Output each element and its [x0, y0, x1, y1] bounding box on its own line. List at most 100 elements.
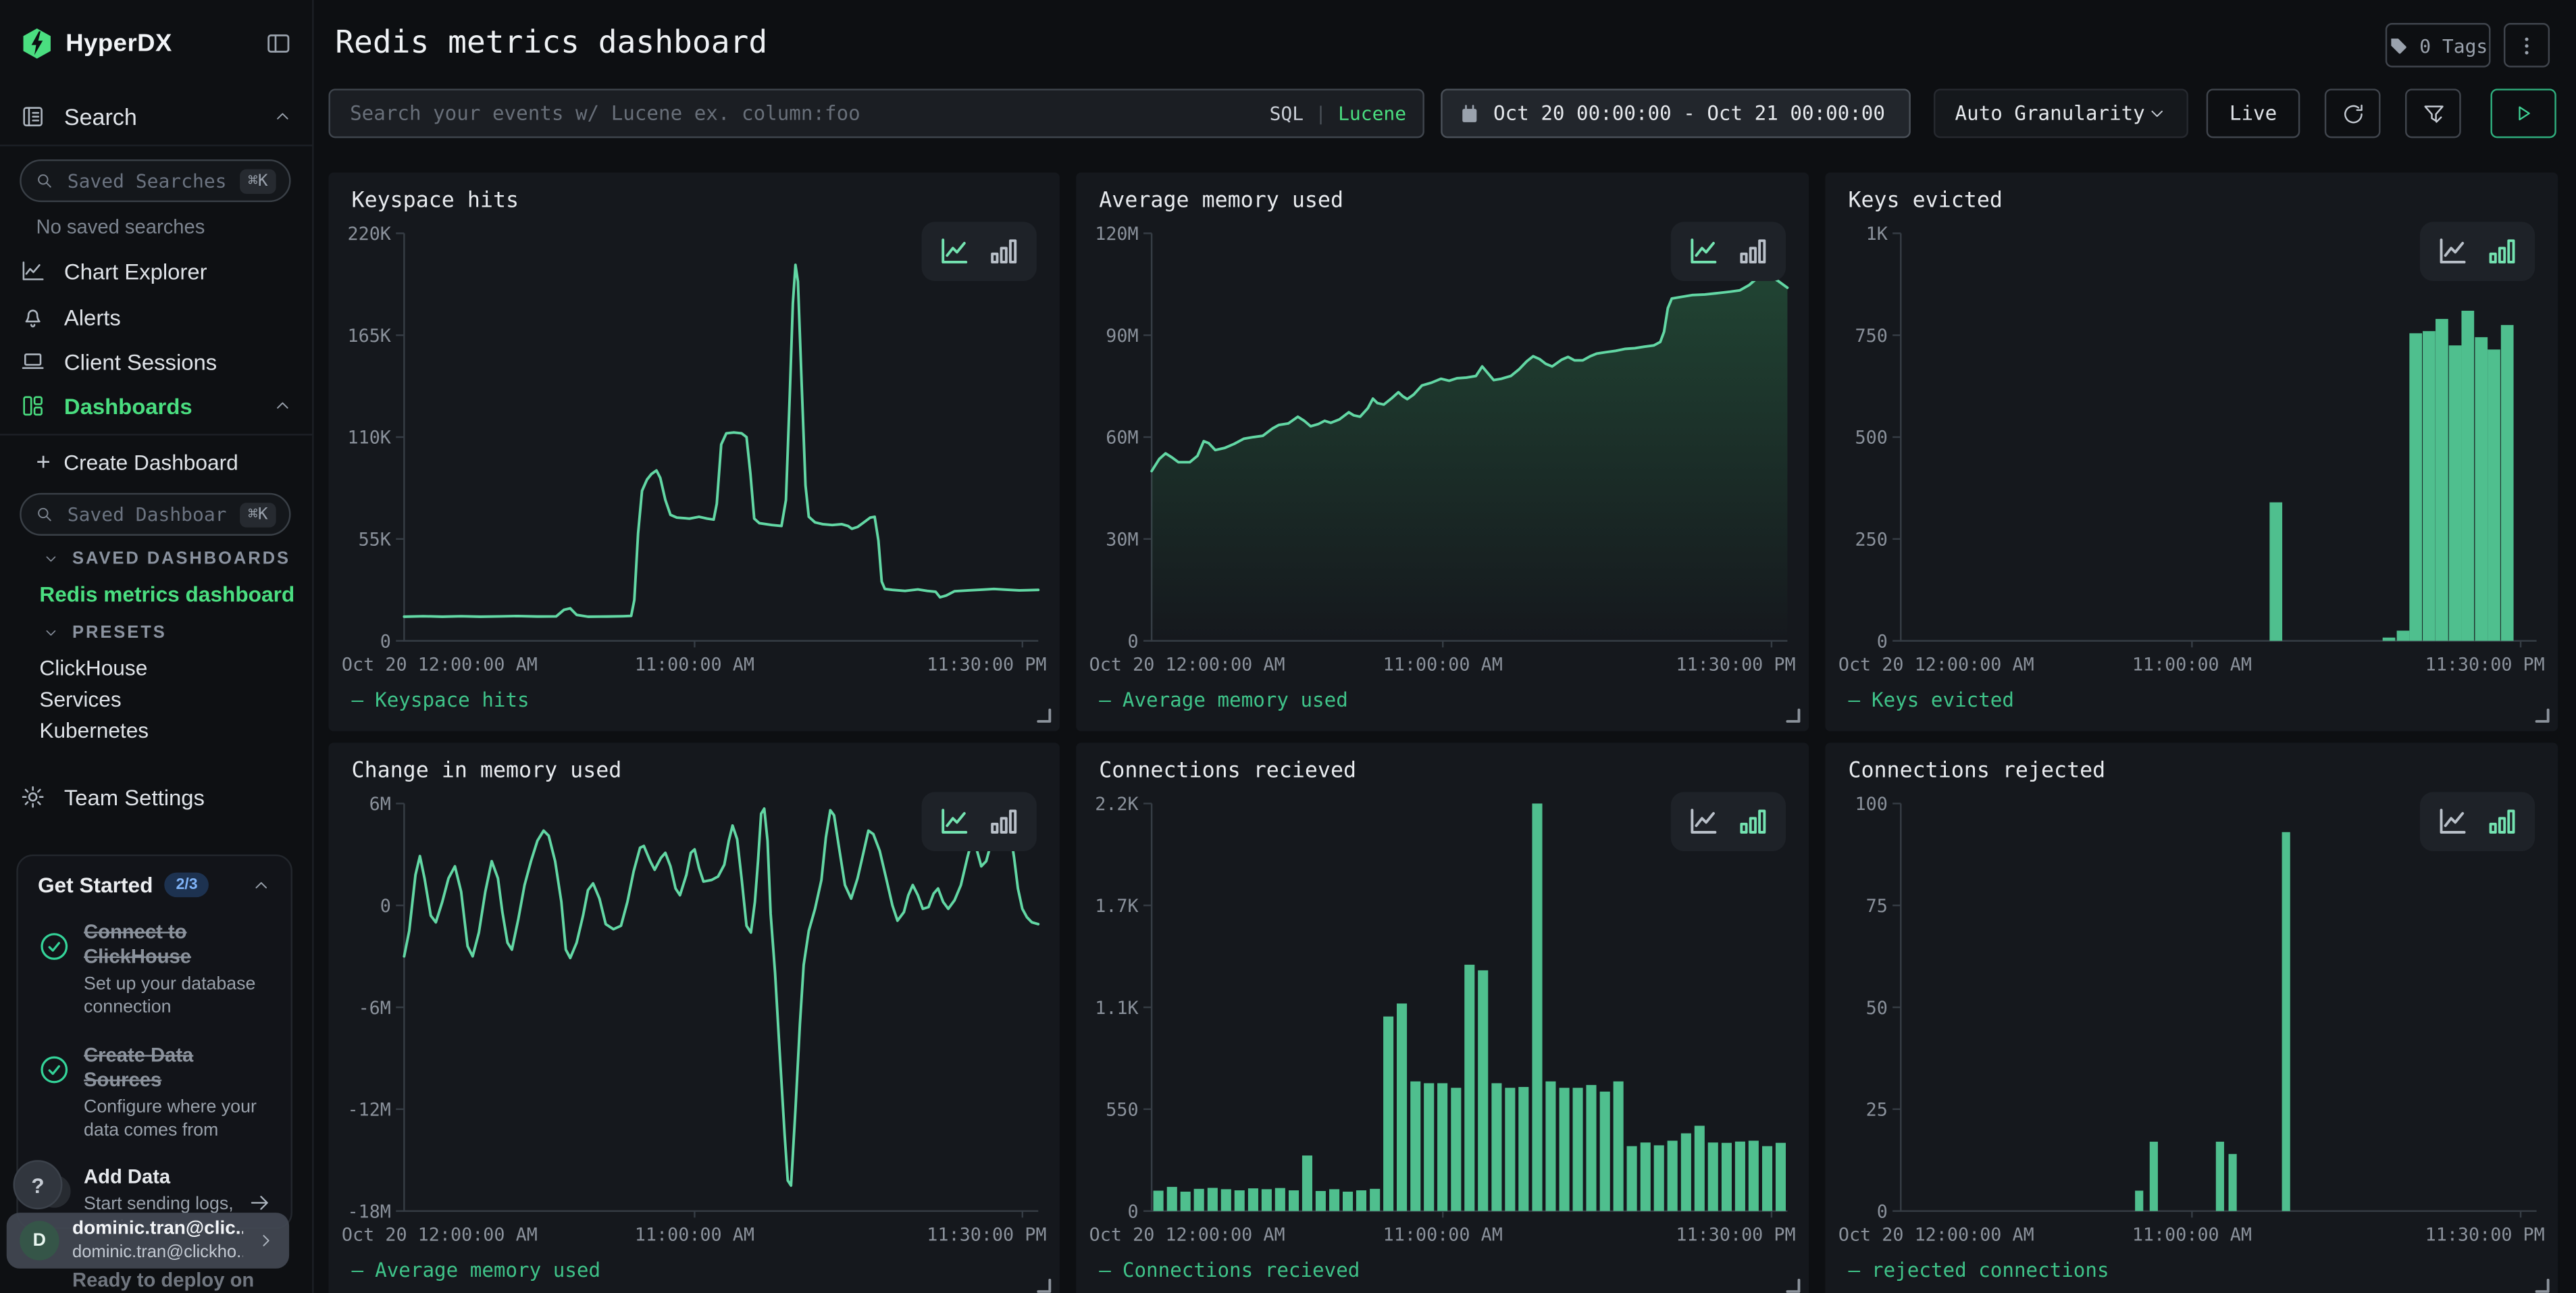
dashboard-menu-button[interactable]: [2504, 23, 2550, 68]
saved-searches-field[interactable]: [64, 168, 230, 194]
section-label: SAVED DASHBOARDS: [72, 549, 290, 568]
line-chart-icon[interactable]: [1689, 236, 1718, 266]
app-window: HyperDX Search ⌘K No saved searches: [0, 0, 2576, 1293]
line-chart-icon[interactable]: [939, 236, 969, 266]
chevron-down-icon: [2147, 103, 2167, 123]
panel-change-in-memory: Change in memory used 6M0-6M-12M-18MOct …: [328, 742, 1059, 1293]
help-button[interactable]: ?: [13, 1160, 62, 1209]
sidebar-item-redis-dashboard[interactable]: Redis metrics dashboard: [39, 582, 294, 606]
create-dashboard-label: Create Dashboard: [63, 449, 238, 474]
svg-text:Oct 20 12:00:00 AM: Oct 20 12:00:00 AM: [1838, 1224, 2034, 1245]
create-dashboard-button[interactable]: + Create Dashboard: [0, 440, 312, 483]
bar-chart-icon[interactable]: [1738, 236, 1768, 266]
time-range-picker[interactable]: Oct 20 00:00:00 - Oct 21 00:00:00: [1441, 88, 1911, 138]
legend-dash: —: [1099, 1259, 1111, 1282]
chart-plot[interactable]: 02505007501KOct 20 12:00:00 AM11:00:00 A…: [1835, 219, 2548, 682]
granularity-select[interactable]: Auto Granularity: [1934, 88, 2188, 138]
sidebar-item-chart-explorer[interactable]: Chart Explorer: [0, 250, 312, 293]
chevron-up-icon[interactable]: [251, 875, 271, 894]
panel-keyspace-hits: Keyspace hits 055K110K165K220KOct 20 12:…: [328, 172, 1059, 731]
bar-chart-icon[interactable]: [989, 807, 1019, 836]
chart-plot[interactable]: 030M60M90M120MOct 20 12:00:00 AM11:00:00…: [1086, 219, 1799, 682]
chart-plot[interactable]: 6M0-6M-12M-18MOct 20 12:00:00 AM11:00:00…: [338, 789, 1050, 1252]
chart-plot[interactable]: 05501.1K1.7K2.2KOct 20 12:00:00 AM11:00:…: [1086, 789, 1799, 1252]
chevron-up-icon[interactable]: [273, 396, 292, 415]
sidebar-item-client-sessions[interactable]: Client Sessions: [0, 340, 312, 383]
sidebar-item-dashboards[interactable]: Dashboards: [0, 384, 312, 427]
resize-handle[interactable]: [1786, 1278, 1801, 1293]
user-menu[interactable]: D dominic.tran@clic... dominic.tran@clic…: [7, 1213, 289, 1269]
chart-plot[interactable]: 055K110K165K220KOct 20 12:00:00 AM11:00:…: [338, 219, 1050, 682]
get-started-header[interactable]: Get Started 2/3: [38, 873, 271, 897]
resize-handle[interactable]: [1037, 708, 1052, 723]
presets-section-header[interactable]: PRESETS: [43, 623, 166, 642]
svg-text:Oct 20 12:00:00 AM: Oct 20 12:00:00 AM: [1089, 654, 1285, 675]
svg-text:11:30:00 PM: 11:30:00 PM: [1676, 654, 1795, 675]
bar-chart-icon[interactable]: [2488, 236, 2517, 266]
svg-text:-12M: -12M: [347, 1100, 390, 1121]
tags-button[interactable]: 0 Tags: [2386, 23, 2491, 68]
svg-text:11:30:00 PM: 11:30:00 PM: [927, 1224, 1046, 1245]
live-button[interactable]: Live: [2207, 88, 2300, 138]
sidebar-item-preset-kubernetes[interactable]: Kubernetes: [39, 718, 149, 742]
svg-text:11:00:00 AM: 11:00:00 AM: [2132, 654, 2252, 675]
get-started-item-subtitle: Configure where your data comes from: [84, 1095, 271, 1142]
saved-searches-input[interactable]: ⌘K: [20, 159, 290, 202]
saved-dashboards-input[interactable]: ⌘K: [20, 493, 290, 536]
legend-label: Average memory used: [1123, 688, 1348, 711]
avatar: D: [20, 1221, 59, 1260]
panel-title: Connections rejected: [1848, 759, 2105, 784]
mode-divider: |: [1315, 102, 1326, 125]
hyperdx-logo-icon[interactable]: [20, 26, 54, 60]
bar-chart-icon[interactable]: [989, 236, 1019, 266]
svg-text:0: 0: [1128, 631, 1139, 652]
panel-title: Average memory used: [1099, 189, 1343, 213]
resize-handle[interactable]: [1786, 708, 1801, 723]
chevron-up-icon[interactable]: [273, 107, 292, 126]
refresh-button[interactable]: [2325, 88, 2381, 138]
line-chart-icon[interactable]: [939, 807, 969, 836]
filter-button[interactable]: [2405, 88, 2461, 138]
bar-chart-icon[interactable]: [1738, 807, 1768, 836]
lucene-mode-toggle[interactable]: Lucene: [1338, 102, 1406, 125]
sidebar-item-label: Client Sessions: [64, 349, 217, 374]
get-started-item-data-sources[interactable]: Create Data Sources Configure where your…: [38, 1043, 271, 1142]
chart-plot[interactable]: 0255075100Oct 20 12:00:00 AM11:00:00 AM1…: [1835, 789, 2548, 1252]
run-query-button[interactable]: [2491, 88, 2556, 138]
refresh-icon: [2340, 101, 2365, 126]
sidebar-item-alerts[interactable]: Alerts: [0, 296, 312, 338]
get-started-item-connect[interactable]: Connect to ClickHouse Set up your databa…: [38, 920, 271, 1019]
chart-type-toggle: [2420, 792, 2535, 851]
resize-handle[interactable]: [2535, 1278, 2550, 1293]
sidebar-collapse-icon[interactable]: [265, 29, 292, 57]
resize-handle[interactable]: [1037, 1278, 1052, 1293]
sidebar-item-preset-clickhouse[interactable]: ClickHouse: [39, 656, 147, 680]
line-chart-icon[interactable]: [2438, 236, 2468, 266]
sidebar-section-search[interactable]: Search: [0, 95, 312, 138]
line-chart-icon[interactable]: [2438, 807, 2468, 836]
saved-dashboards-section-header[interactable]: SAVED DASHBOARDS: [43, 549, 290, 568]
resize-handle[interactable]: [2535, 708, 2550, 723]
sidebar-item-label: Dashboards: [64, 394, 192, 418]
get-started-item-title: Connect to ClickHouse: [84, 920, 271, 969]
svg-text:11:30:00 PM: 11:30:00 PM: [2425, 654, 2545, 675]
sidebar-search-label: Search: [64, 103, 137, 130]
svg-text:25: 25: [1866, 1100, 1888, 1121]
legend-dash: —: [1099, 688, 1111, 711]
sidebar-item-team-settings[interactable]: Team Settings: [0, 776, 312, 818]
laptop-icon: [20, 349, 46, 375]
svg-text:0: 0: [1877, 631, 1888, 652]
panel-connections-rejected: Connections rejected 0255075100Oct 20 12…: [1825, 742, 2558, 1293]
line-chart-icon[interactable]: [1689, 807, 1718, 836]
svg-text:50: 50: [1866, 998, 1888, 1019]
chart-legend: — Average memory used: [1099, 688, 1348, 711]
sidebar-item-preset-services[interactable]: Services: [39, 687, 121, 711]
bar-chart-icon[interactable]: [2488, 807, 2517, 836]
event-search-input[interactable]: [346, 100, 1256, 126]
get-started-item-title: Create Data Sources: [84, 1043, 271, 1092]
legend-dash: —: [352, 1259, 364, 1282]
event-search-box[interactable]: SQL | Lucene: [328, 88, 1424, 138]
saved-dashboards-field[interactable]: [64, 501, 230, 528]
svg-text:220K: 220K: [347, 224, 390, 245]
sql-mode-toggle[interactable]: SQL: [1270, 102, 1304, 125]
